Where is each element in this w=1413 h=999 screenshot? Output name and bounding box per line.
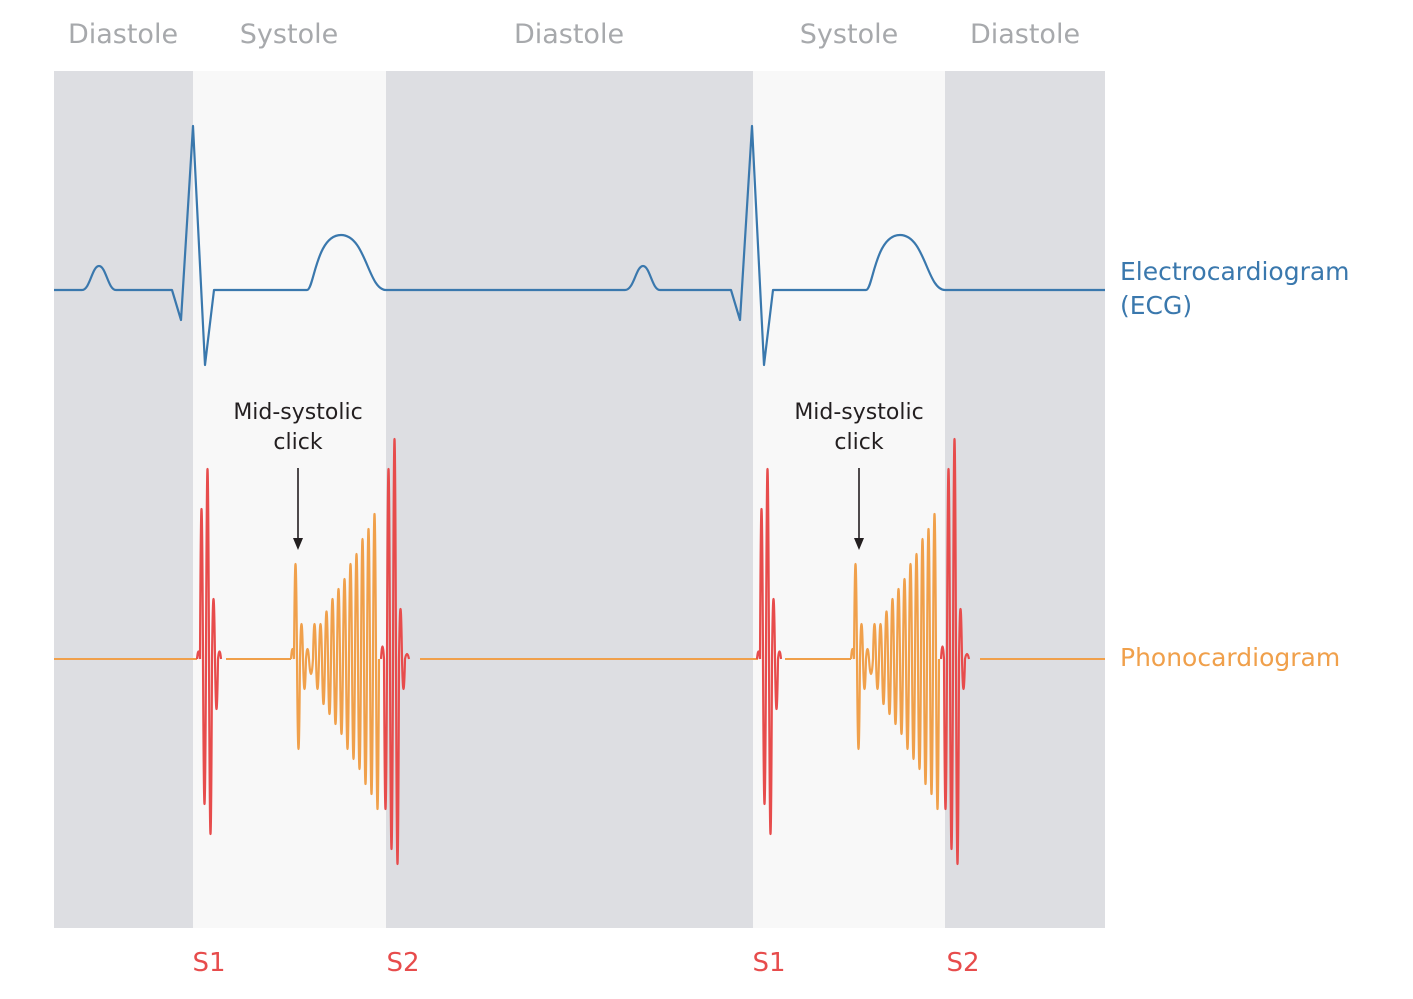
pcg-label: Phonocardiogram <box>1120 643 1340 672</box>
s1-waveform <box>755 468 783 836</box>
diastole-band <box>945 71 1105 928</box>
phase-label-diastole: Diastole <box>970 19 1080 50</box>
phase-bands <box>54 71 1105 928</box>
phase-label-systole: Systole <box>240 19 338 50</box>
annotation-mid-systolic-click: Mid-systolic click <box>233 400 363 550</box>
s1-waveform <box>195 468 223 836</box>
s1-label: S1 <box>752 948 785 978</box>
s1-label: S1 <box>192 948 225 978</box>
diastole-band <box>54 71 193 928</box>
ecg-label-line1: Electrocardiogram <box>1120 257 1350 286</box>
s2-waveform <box>939 438 971 866</box>
annotation-mid-systolic-click: Mid-systolic click <box>794 400 924 550</box>
annotation-line1: Mid-systolic <box>794 400 923 425</box>
annotation-line2: click <box>273 430 322 455</box>
phase-label-diastole: Diastole <box>514 19 624 50</box>
annotation-line2: click <box>834 430 883 455</box>
systole-band <box>753 71 945 928</box>
s2-waveform <box>379 438 411 866</box>
annotation-line1: Mid-systolic <box>233 400 362 425</box>
s2-label: S2 <box>386 948 419 978</box>
phase-label-diastole: Diastole <box>68 19 178 50</box>
s2-label: S2 <box>946 948 979 978</box>
click-murmur-waveform <box>849 512 941 810</box>
phase-labels: Diastole Systole Diastole Systole Diasto… <box>68 19 1080 50</box>
phase-label-systole: Systole <box>800 19 898 50</box>
ecg-trace <box>54 124 1105 367</box>
arrowhead-icon <box>293 538 303 550</box>
arrowhead-icon <box>854 538 864 550</box>
diastole-band <box>386 71 753 928</box>
ecg-label-line2: (ECG) <box>1120 291 1192 320</box>
heart-sound-labels: S1 S2 S1 S2 <box>192 948 979 978</box>
click-murmur-waveform <box>289 512 381 810</box>
systole-band <box>193 71 386 928</box>
